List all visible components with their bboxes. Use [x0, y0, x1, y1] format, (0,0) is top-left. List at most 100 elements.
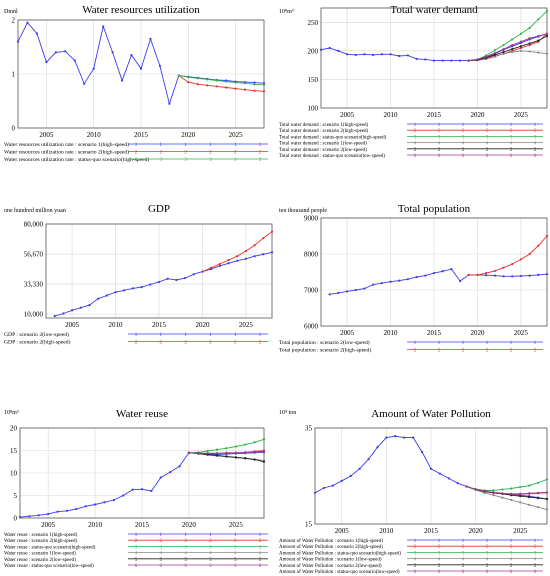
legend-marker: 3: [135, 545, 138, 550]
data-point: [456, 482, 459, 485]
x-tick-label: 2025: [229, 521, 244, 529]
legend-marker: 1: [486, 539, 489, 544]
data-point: [528, 503, 531, 506]
data-point: [493, 52, 496, 55]
data-point: [528, 496, 531, 499]
data-point: [105, 294, 108, 297]
legend-marker: 4: [534, 142, 537, 147]
data-point: [158, 64, 162, 67]
data-point: [215, 452, 219, 455]
x-tick-label: 2010: [384, 329, 399, 337]
data-point: [510, 487, 513, 490]
data-point: [53, 314, 56, 318]
legend-marker: 3: [259, 545, 262, 550]
data-point: [178, 465, 181, 468]
legend-marker: 4: [234, 552, 237, 557]
legend-marker: 5: [234, 558, 237, 563]
y-tick-label: 100: [308, 105, 319, 113]
legend-entry: Water reuse : scenario 2(high-speed): [4, 539, 78, 544]
data-point: [120, 79, 124, 82]
x-tick-label: 2010: [109, 321, 124, 329]
legend-entry: GDP : scenario 2(high-speed): [4, 339, 71, 346]
data-point: [519, 501, 522, 504]
y-tick-label: 1: [12, 71, 16, 79]
legend-marker: 6: [414, 570, 417, 575]
legend-marker: 3: [414, 551, 417, 556]
legend-marker: 6: [160, 564, 163, 569]
data-point: [536, 506, 540, 509]
legend-marker: 3: [510, 551, 513, 556]
legend-marker: 3: [486, 551, 489, 556]
legend-marker: 1: [510, 539, 513, 544]
legend-marker: 6: [209, 564, 212, 569]
data-point: [187, 81, 190, 84]
y-tick-label: 2: [12, 17, 16, 25]
data-point: [45, 61, 48, 64]
data-point: [215, 454, 219, 457]
legend-marker: 1: [414, 341, 417, 346]
data-point: [519, 485, 522, 489]
data-point: [537, 34, 540, 38]
data-point: [528, 42, 531, 45]
legend-marker: 3: [462, 551, 465, 556]
legend-marker: 1: [160, 533, 163, 538]
data-point: [102, 25, 105, 28]
data-point: [450, 59, 453, 62]
data-point: [313, 491, 317, 494]
x-tick-label: 2005: [39, 131, 54, 139]
data-point: [385, 436, 388, 439]
legend-marker: 6: [414, 154, 417, 159]
plot-frame: [314, 427, 548, 525]
data-point: [244, 257, 248, 260]
data-point: [424, 58, 427, 61]
legend-marker: 2: [486, 349, 489, 354]
legend-entry: Water reuse : scenario 1(low-speed): [4, 552, 76, 557]
legend-marker: 1: [534, 539, 537, 544]
legend-marker: 1: [234, 333, 237, 338]
data-point: [183, 276, 187, 280]
data-point: [345, 53, 349, 56]
plot-frame: [19, 427, 265, 519]
legend-marker: 1: [510, 341, 513, 346]
data-point: [169, 471, 172, 474]
data-point: [345, 290, 349, 293]
data-point: [103, 501, 106, 504]
legend-marker: 6: [135, 564, 138, 569]
data-point: [501, 492, 504, 495]
legend-marker: 6: [462, 154, 465, 159]
data-point: [406, 54, 410, 57]
data-point: [328, 293, 331, 296]
legend-marker: 2: [414, 349, 417, 354]
legend-marker: 1: [184, 333, 187, 338]
legend-entry: Amount of Water Pollution : scenario 2(l…: [279, 564, 382, 569]
data-point: [467, 59, 470, 62]
legend-marker: 1: [209, 333, 212, 338]
legend-marker: 3: [462, 135, 465, 140]
data-point: [215, 85, 218, 88]
legend-marker: 2: [259, 539, 262, 544]
legend-entry: Total population : scenario 2(high-speed…: [279, 347, 371, 354]
plot-frame: [45, 223, 273, 319]
legend-entry: Total water demand : scenario 2(high-spe…: [279, 129, 369, 134]
y-tick-label: 0: [12, 125, 16, 133]
y-tick-label: 200: [308, 47, 319, 55]
data-point: [16, 40, 20, 43]
y-tick-label: 15: [10, 447, 18, 455]
data-point: [536, 491, 540, 494]
chart-title: GDP: [148, 203, 170, 215]
data-point: [545, 497, 549, 501]
legend-marker: 5: [462, 148, 465, 153]
data-point: [502, 266, 505, 269]
data-point: [493, 274, 496, 277]
legend-marker: 1: [438, 123, 441, 128]
legend-marker: 2: [184, 151, 187, 156]
data-point: [511, 48, 514, 51]
data-point: [519, 492, 522, 495]
legend-entry: Water reuse : scenario 1(high-speed): [4, 533, 78, 538]
legend-marker: 2: [510, 545, 513, 550]
legend-marker: 6: [510, 570, 513, 575]
legend-marker: 2: [534, 545, 537, 550]
y-tick-label: 56,670: [24, 251, 44, 259]
data-point: [545, 34, 549, 38]
series-line: [202, 231, 273, 273]
